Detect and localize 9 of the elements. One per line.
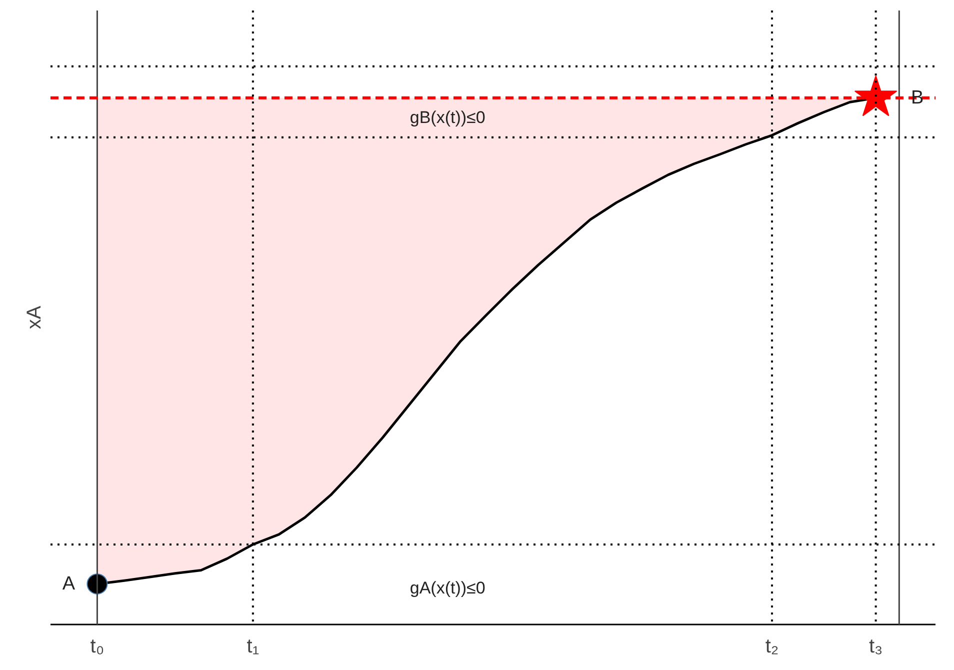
text: A (62, 573, 76, 594)
x-tick-label: t₃ (868, 636, 883, 658)
x-tick-label: t₂ (765, 636, 779, 658)
annotation: gA(x(t))≤0 (410, 578, 486, 598)
y-axis-title: xA (24, 305, 46, 330)
x-tick-label: t₀ (90, 636, 104, 658)
text: B (910, 87, 924, 108)
annotation: gB(x(t))≤0 (410, 108, 486, 128)
x-tick-label: t₁ (246, 636, 260, 658)
